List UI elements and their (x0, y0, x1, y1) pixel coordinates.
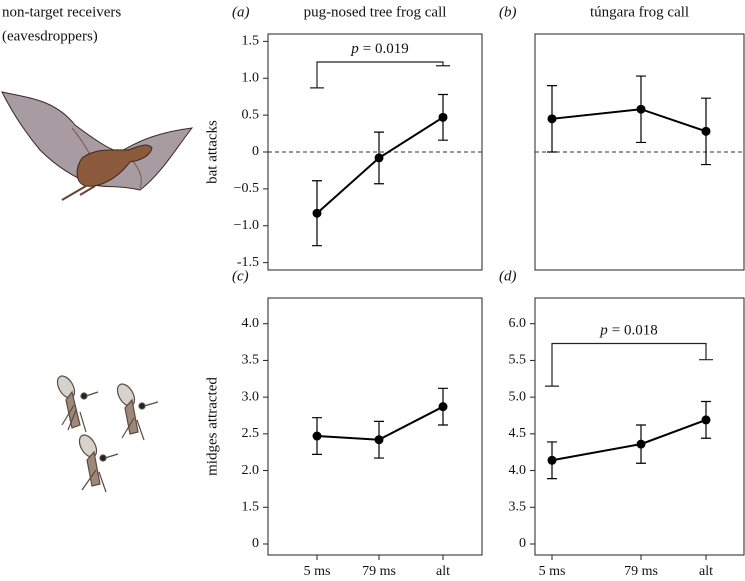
data-line (316, 405, 444, 441)
data-point (312, 208, 322, 218)
data-point (374, 435, 384, 445)
midge-illustration (56, 375, 159, 493)
significance-label: p = 0.019 (350, 41, 408, 57)
panel-label: (d) (499, 268, 517, 284)
y-axis-label: midges attracted (204, 377, 220, 476)
x-tick-label: alt (436, 564, 450, 579)
p-symbol: p (599, 323, 608, 339)
data-point (701, 415, 711, 425)
y-tick-label: −1.0 (234, 218, 259, 233)
y-tick-label: 3.5 (509, 499, 527, 514)
y-tick-label: −0.5 (234, 181, 259, 196)
data-point (438, 112, 448, 122)
y-tick-label: 1.5 (242, 499, 260, 514)
y-tick-label: 4.5 (509, 426, 527, 441)
left-label: (eavesdroppers) (2, 28, 98, 44)
plot-frame (534, 297, 745, 556)
y-tick-label: 5.0 (509, 389, 527, 404)
panel-title: túngara frog call (590, 4, 689, 20)
bat-illustration (1, 91, 194, 201)
p-symbol: p (350, 41, 359, 57)
y-tick-label: 2.0 (242, 463, 260, 478)
data-point (701, 126, 711, 136)
significance-bracket (545, 342, 713, 387)
data-point (547, 455, 557, 465)
y-tick-label: 0 (252, 536, 259, 551)
y-tick-label: 5.5 (509, 353, 527, 368)
p-value: = 0.018 (612, 323, 658, 339)
x-tick-label: alt (699, 564, 713, 579)
y-tick-label: 1.0 (242, 70, 260, 85)
data-point (636, 439, 646, 449)
plot-frame (267, 297, 483, 556)
y-axis-label: bat attacks (204, 120, 220, 184)
data-point (374, 153, 384, 163)
y-tick-label: 0 (519, 536, 526, 551)
data-point (312, 431, 322, 441)
data-point (438, 402, 448, 412)
significance-label: p = 0.018 (599, 323, 657, 339)
y-tick-label: 0 (252, 144, 259, 159)
left-label: non-target receivers (2, 4, 121, 20)
y-tick-label: 3.5 (242, 353, 260, 368)
panel-title: pug-nosed tree frog call (304, 4, 447, 20)
y-tick-label: 3.0 (242, 389, 260, 404)
x-tick-label: 5 ms (539, 564, 566, 579)
data-line (551, 108, 707, 133)
y-tick-label: 2.5 (242, 426, 260, 441)
panel-label: (a) (232, 4, 250, 20)
p-value: = 0.019 (363, 41, 409, 57)
significance-bracket (310, 61, 450, 89)
panel-label: (b) (499, 4, 517, 20)
y-tick-label: 4.0 (509, 463, 527, 478)
data-point (636, 104, 646, 114)
y-tick-label: -1.5 (237, 255, 259, 270)
x-tick-label: 5 ms (304, 564, 331, 579)
y-tick-label: 6.0 (509, 316, 527, 331)
x-tick-label: 79 ms (624, 564, 658, 579)
data-point (547, 114, 557, 124)
x-tick-label: 79 ms (362, 564, 396, 579)
y-tick-label: 1.5 (242, 34, 260, 49)
panel-label: (c) (232, 268, 249, 284)
y-tick-label: 0.5 (242, 107, 260, 122)
y-tick-label: 4.0 (242, 316, 260, 331)
data-line (551, 418, 707, 462)
